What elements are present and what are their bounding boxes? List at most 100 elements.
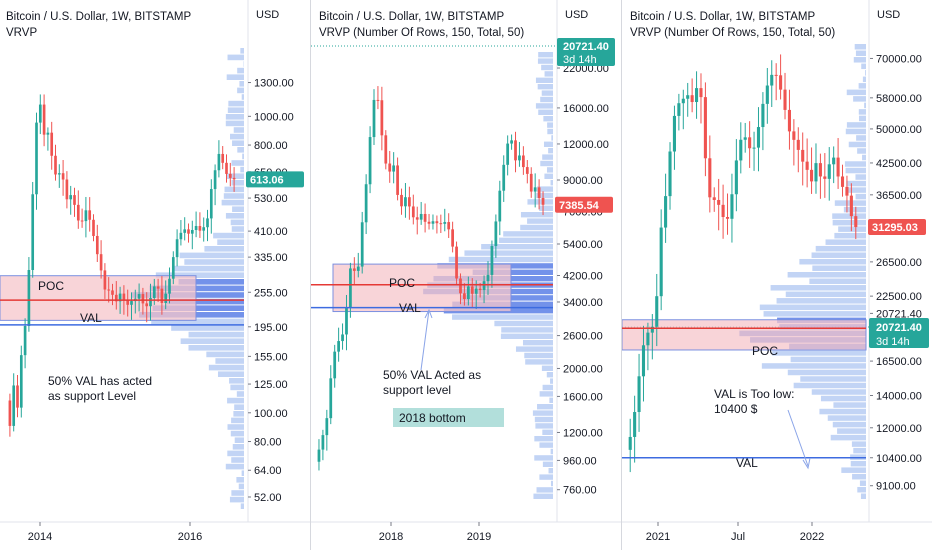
candle-body (31, 194, 35, 270)
volume-profile-bar (544, 71, 553, 77)
volume-profile-bar (241, 94, 244, 100)
candle-body (152, 286, 156, 299)
candle-body (137, 294, 141, 299)
volume-profile-bar (846, 89, 866, 96)
volume-profile-bar (542, 154, 553, 160)
candle-body (832, 157, 836, 165)
candle-body (160, 288, 164, 303)
volume-profile-bar (851, 441, 866, 447)
volume-profile-bar (229, 378, 244, 384)
candle-body (443, 222, 447, 224)
candles-2 (317, 86, 545, 471)
chart-3-svg[interactable]: Bitcoin / U.S. Dollar, 1W, BITSTAMP VRVP… (622, 0, 932, 550)
y-tick-label: 4200.00 (563, 271, 603, 283)
volume-profile-bar (524, 352, 553, 359)
volume-profile-bar (213, 232, 244, 239)
candle-body (333, 351, 337, 379)
x-tick-label: 2014 (28, 531, 52, 543)
volume-profile-bar (546, 167, 553, 173)
candle-body (175, 239, 179, 258)
candle-body (111, 290, 114, 295)
x-axis-2: 2018 2019 (379, 522, 491, 543)
candle-body (650, 326, 654, 333)
y-tick-label: 195.00 (254, 322, 288, 334)
volume-profile-bar (844, 161, 866, 167)
volume-profile-bar (830, 434, 866, 441)
volume-profile-bar (845, 167, 866, 174)
candle-body (190, 229, 194, 234)
candle-body (792, 131, 796, 140)
candle-body (541, 197, 545, 205)
y-tick-label: 58000.00 (876, 93, 922, 105)
candle-body (107, 289, 111, 291)
volume-profile-bar (861, 63, 866, 70)
chart-2-svg[interactable]: Bitcoin / U.S. Dollar, 1W, BITSTAMP VRVP… (311, 0, 621, 550)
candle-body (171, 257, 175, 279)
volume-profile-bar (155, 272, 244, 278)
volume-profile-bar (865, 70, 866, 76)
chart-panel-1[interactable]: Bitcoin / U.S. Dollar, 1W, BITSTAMP VRVP… (0, 0, 310, 550)
candle-body (213, 170, 217, 190)
mid-badge-3-sub: 3d 14h (876, 336, 910, 348)
volume-profile-bar (853, 57, 866, 63)
volume-profile-bar (832, 219, 866, 226)
candle-body (337, 341, 340, 352)
candle-body (730, 194, 734, 219)
candle-body (518, 155, 521, 161)
volume-profile-bar (227, 424, 244, 430)
candle-body (743, 137, 747, 140)
candle-body (533, 187, 537, 192)
y-tick-label: 760.00 (563, 485, 597, 497)
candle-body (677, 103, 681, 116)
chart-3-title: Bitcoin / U.S. Dollar, 1W, BITSTAMP (630, 11, 815, 23)
candle-body (179, 232, 183, 240)
chart-1-svg[interactable]: Bitcoin / U.S. Dollar, 1W, BITSTAMP VRVP… (0, 0, 310, 550)
value-area-3 (622, 319, 867, 351)
candle-body (451, 229, 454, 247)
note-2-line1: 50% VAL Acted as (383, 368, 481, 382)
candle-body (232, 177, 236, 180)
candle-body (145, 303, 149, 307)
candle-body (12, 385, 16, 426)
candle-body (637, 376, 641, 413)
y-tick-label: 155.00 (254, 351, 288, 363)
volume-profile-bar (522, 340, 553, 346)
volume-profile-bar (226, 173, 244, 179)
panel-divider-1 (310, 0, 311, 550)
candle-body (537, 187, 541, 198)
volume-profile-bar (543, 141, 553, 147)
volume-profile-bar (541, 90, 553, 96)
candle-body (228, 173, 232, 178)
candle-body (779, 75, 783, 90)
volume-profile-bar (825, 239, 866, 245)
price-badge-1 (246, 171, 304, 188)
poc-label-3: POC (752, 344, 778, 358)
candle-body (668, 151, 672, 197)
volume-profile-bar (527, 218, 553, 224)
candle-body (187, 229, 190, 234)
chart-panel-3[interactable]: Bitcoin / U.S. Dollar, 1W, BITSTAMP VRVP… (622, 0, 932, 550)
price-badge-2-label: 7385.54 (559, 200, 600, 212)
volume-profile-bar (538, 109, 553, 115)
y-tick-label: 16500.00 (876, 356, 922, 368)
candle-body (681, 98, 685, 104)
volume-profile-bar (520, 224, 553, 231)
candle-body (411, 206, 415, 218)
candle-body (103, 270, 107, 290)
volume-profile-bar (846, 180, 866, 187)
candle-body (810, 169, 814, 182)
volume-profile-bar (550, 448, 553, 455)
volume-profile-bar (856, 135, 866, 141)
volume-profile-bar (542, 384, 553, 391)
volume-profile-bar (811, 252, 866, 258)
volume-profile-bar (240, 166, 244, 173)
volume-profile-bar (790, 356, 866, 363)
panel-divider-2 (621, 0, 622, 550)
y-axis-3: 70000.00 58000.00 50000.00 42500.00 36500.00… (870, 53, 922, 493)
candle-body (122, 293, 126, 301)
volume-profile-bar (236, 477, 244, 483)
candle-body (149, 298, 152, 307)
val-label-1: VAL (80, 311, 102, 325)
chart-panel-2[interactable]: Bitcoin / U.S. Dollar, 1W, BITSTAMP VRVP… (311, 0, 621, 550)
volume-profile-bar (541, 64, 553, 71)
